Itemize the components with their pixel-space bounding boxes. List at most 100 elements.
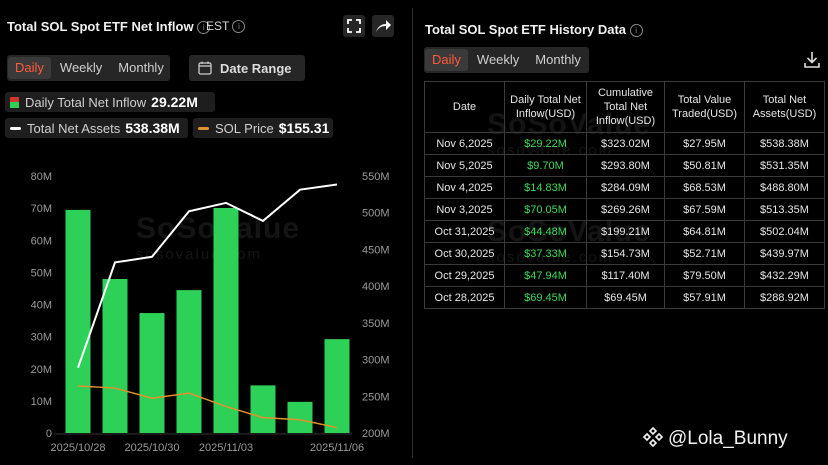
table-row: Nov 4,2025 $14.83M $284.09M $68.53M $488.80M xyxy=(424,176,825,199)
history-info-icon[interactable]: i xyxy=(629,24,643,37)
y-left-tick-label: 70M xyxy=(31,203,52,215)
timezone-text: EST xyxy=(206,19,230,33)
legend-sol-price[interactable]: SOL Price $155.31 xyxy=(193,118,333,138)
table-cell: $57.91M xyxy=(664,286,745,309)
table-cell: $9.70M xyxy=(504,154,587,177)
timezone-label: EST i xyxy=(206,19,246,33)
table-cell: $531.35M xyxy=(744,154,825,177)
table-cell: Oct 30,2025 xyxy=(424,242,505,265)
table-cell: $293.80M xyxy=(586,154,665,177)
x-tick-label: 2025/10/28 xyxy=(50,442,105,454)
table-cell: Oct 28,2025 xyxy=(424,286,505,309)
table-row: Oct 31,2025 $44.48M $199.21M $64.81M $502.04… xyxy=(424,220,825,243)
timezone-info-icon[interactable]: i xyxy=(232,20,246,33)
table-cell: $488.80M xyxy=(744,176,825,199)
table-row: Oct 30,2025 $37.33M $154.73M $52.71M $439.97… xyxy=(424,242,825,265)
date-range-button[interactable]: Date Range xyxy=(189,55,305,81)
inflow-bar xyxy=(324,339,350,433)
table-cell: $29.22M xyxy=(504,132,587,155)
inflow-bar xyxy=(102,278,128,433)
history-tab-weekly[interactable]: Weekly xyxy=(476,52,520,67)
inflow-bar xyxy=(213,207,239,433)
table-cell: $68.53M xyxy=(664,176,745,199)
inflow-bar xyxy=(65,209,91,433)
table-cell: $47.94M xyxy=(504,264,587,287)
y-left-tick-label: 10M xyxy=(31,396,52,408)
history-tab-daily[interactable]: Daily xyxy=(425,49,468,71)
date-range-label: Date Range xyxy=(220,61,292,76)
table-row: Nov 5,2025 $9.70M $293.80M $50.81M $531.35M xyxy=(424,154,825,177)
tab-monthly[interactable]: Monthly xyxy=(118,60,164,75)
table-cell: $269.26M xyxy=(586,198,665,221)
x-tick-label: 2025/10/30 xyxy=(124,442,179,454)
interval-tabs: Daily Weekly Monthly xyxy=(7,55,170,81)
y-right-tick-label: 200M xyxy=(362,428,390,440)
table-cell: $67.59M xyxy=(664,198,745,221)
fullscreen-icon xyxy=(347,19,361,33)
chart-title-text: Total SOL Spot ETF Net Inflow xyxy=(7,19,194,34)
table-row: Oct 29,2025 $47.94M $117.40M $79.50M $432.29… xyxy=(424,264,825,287)
credit: @Lola_Bunny xyxy=(642,426,788,450)
history-interval-tabs: Daily Weekly Monthly xyxy=(424,47,589,73)
calendar-icon xyxy=(198,61,212,75)
table-cell: $284.09M xyxy=(586,176,665,199)
total-assets-line xyxy=(77,183,338,369)
history-tab-monthly[interactable]: Monthly xyxy=(535,52,581,67)
fullscreen-button[interactable] xyxy=(343,15,365,37)
y-right-tick-label: 300M xyxy=(362,355,390,367)
table-cell: $69.45M xyxy=(586,286,665,309)
table-cell: $52.71M xyxy=(664,242,745,265)
table-cell: $538.38M xyxy=(744,132,825,155)
table-header-row: Date Daily Total Net Inflow(USD) Cumulat… xyxy=(424,81,825,133)
y-left-tick-label: 50M xyxy=(31,267,52,279)
tab-daily[interactable]: Daily xyxy=(8,57,51,79)
table-cell: $432.29M xyxy=(744,264,825,287)
table-cell: Oct 31,2025 xyxy=(424,220,505,243)
info-icon[interactable]: i xyxy=(197,21,211,34)
table-row: Nov 3,2025 $70.05M $269.26M $67.59M $513.35M xyxy=(424,198,825,221)
share-button[interactable] xyxy=(372,15,394,37)
y-right-tick-label: 250M xyxy=(362,391,390,403)
y-left-tick-label: 0 xyxy=(46,428,52,440)
history-title: Total SOL Spot ETF History Data i xyxy=(425,22,643,37)
table-cell: $439.97M xyxy=(744,242,825,265)
header-cumulative: Cumulative Total Net Inflow(USD) xyxy=(586,81,665,133)
legend-assets-value: 538.38M xyxy=(125,120,180,136)
legend-price-value: $155.31 xyxy=(278,120,330,136)
table-cell: $27.95M xyxy=(664,132,745,155)
table-cell: $288.92M xyxy=(744,286,825,309)
download-icon xyxy=(804,52,820,68)
credit-text: @Lola_Bunny xyxy=(668,428,788,449)
table-cell: $69.45M xyxy=(504,286,587,309)
y-right-tick-label: 400M xyxy=(362,281,390,293)
table-row: Nov 6,2025 $29.22M $323.02M $27.95M $538.38M xyxy=(424,132,825,155)
table-cell: Nov 4,2025 xyxy=(424,176,505,199)
table-cell: $513.35M xyxy=(744,198,825,221)
y-left-tick-label: 30M xyxy=(31,332,52,344)
tab-weekly[interactable]: Weekly xyxy=(59,60,103,75)
header-daily-inflow: Daily Total Net Inflow(USD) xyxy=(504,81,587,133)
header-date: Date xyxy=(424,81,505,133)
download-button[interactable] xyxy=(802,50,822,70)
legend-daily-inflow[interactable]: Daily Total Net Inflow 29.22M xyxy=(5,92,215,112)
table-cell: $50.81M xyxy=(664,154,745,177)
history-title-text: Total SOL Spot ETF History Data xyxy=(425,22,627,37)
inflow-chart: 0 10M 20M 30M 40M 50M 60M 70M 80M 200M 250M 300M 350… xyxy=(31,171,390,454)
inflow-bar xyxy=(139,313,165,433)
table-cell: $64.81M xyxy=(664,220,745,243)
inflow-bar xyxy=(250,385,276,433)
table-cell: $154.73M xyxy=(586,242,665,265)
legend-total-assets[interactable]: Total Net Assets 538.38M xyxy=(5,118,188,138)
table-cell: Nov 6,2025 xyxy=(424,132,505,155)
x-tick-label: 2025/11/06 xyxy=(310,442,364,454)
header-net-assets: Total Net Assets(USD) xyxy=(744,81,825,133)
y-right-tick-label: 350M xyxy=(362,318,390,330)
table-cell: $117.40M xyxy=(586,264,665,287)
sol-price-line xyxy=(77,385,338,429)
legend-daily-value: 29.22M xyxy=(151,94,198,110)
y-left-tick-label: 40M xyxy=(31,300,52,312)
table-cell: $323.02M xyxy=(586,132,665,155)
x-tick-label: 2025/11/03 xyxy=(199,442,253,454)
y-left-tick-label: 60M xyxy=(31,235,52,247)
chart-title: Total SOL Spot ETF Net Inflow i xyxy=(7,19,211,34)
